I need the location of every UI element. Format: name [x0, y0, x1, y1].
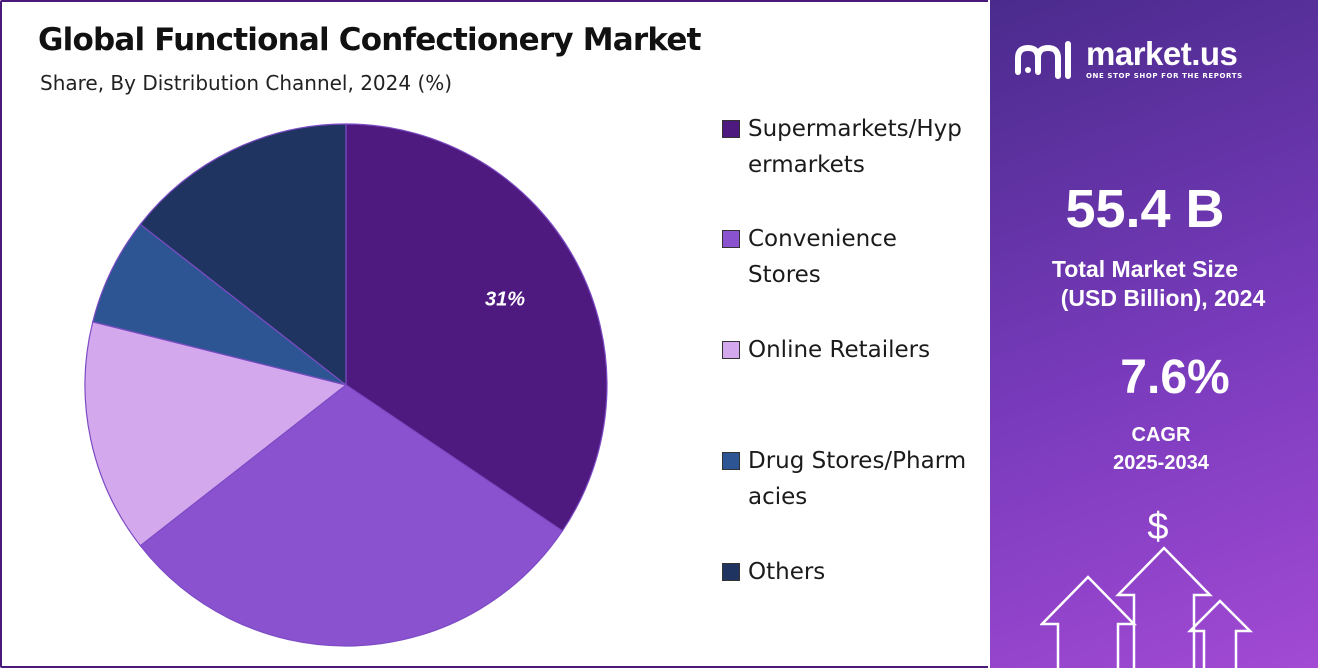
legend-swatch [722, 230, 740, 248]
pie-slice-drug-stores-pharmacies [92, 223, 347, 386]
pie-chart: 31% [84, 123, 608, 647]
legend-swatch [722, 341, 740, 359]
chart-title: Global Functional Confectionery Market [38, 22, 701, 58]
market-size-value: 55.4 B [1065, 179, 1225, 239]
legend-item-supermarkets: Supermarkets/Hypermarkets [722, 116, 970, 183]
legend-label: Others [748, 559, 826, 585]
pie-slice-convenience-stores [139, 384, 564, 647]
legend-item-online: Online Retailers [722, 337, 978, 368]
legend-item-others: Others [722, 559, 948, 590]
market-size-label-1: Total Market Size [1051, 256, 1239, 282]
legend-item-convenience: Convenience Stores [722, 226, 928, 293]
market-size-label-2: (USD Billion), 2024 [1060, 285, 1266, 311]
legend-label: Online Retailers [748, 337, 931, 363]
pie-slice-others [139, 123, 347, 387]
brand-tagline: ONE STOP SHOP FOR THE REPORTS [1086, 72, 1243, 80]
cagr-label: CAGR [1131, 424, 1191, 446]
cagr-value: 7.6% [1120, 351, 1230, 404]
pie-slice-supermarkets-hypermarkets [345, 123, 608, 532]
growth-arrows-icon [1040, 546, 1254, 668]
cagr-period: 2025-2034 [1113, 452, 1209, 474]
brand-name: market.us [1086, 35, 1238, 72]
legend-swatch [722, 452, 740, 470]
legend-swatch [722, 563, 740, 581]
legend-label: Supermarkets/Hypermarkets [748, 116, 962, 178]
legend-label: Convenience Stores [748, 226, 897, 288]
dollar-icon: $ [1147, 506, 1169, 548]
pie-slice-online-retailers [84, 321, 348, 547]
legend-swatch [722, 120, 740, 138]
legend-item-drug-stores: Drug Stores/Pharmacies [722, 448, 978, 515]
pie-data-label: 31% [485, 289, 525, 311]
market-us-logo-icon [1015, 41, 1071, 79]
summary-panel: market.us ONE STOP SHOP FOR THE REPORTS … [988, 0, 1318, 668]
brand[interactable]: market.us ONE STOP SHOP FOR THE REPORTS [1012, 36, 1243, 82]
chart-subtitle: Share, By Distribution Channel, 2024 (%) [40, 71, 453, 95]
legend-label: Drug Stores/Pharmacies [748, 448, 967, 510]
